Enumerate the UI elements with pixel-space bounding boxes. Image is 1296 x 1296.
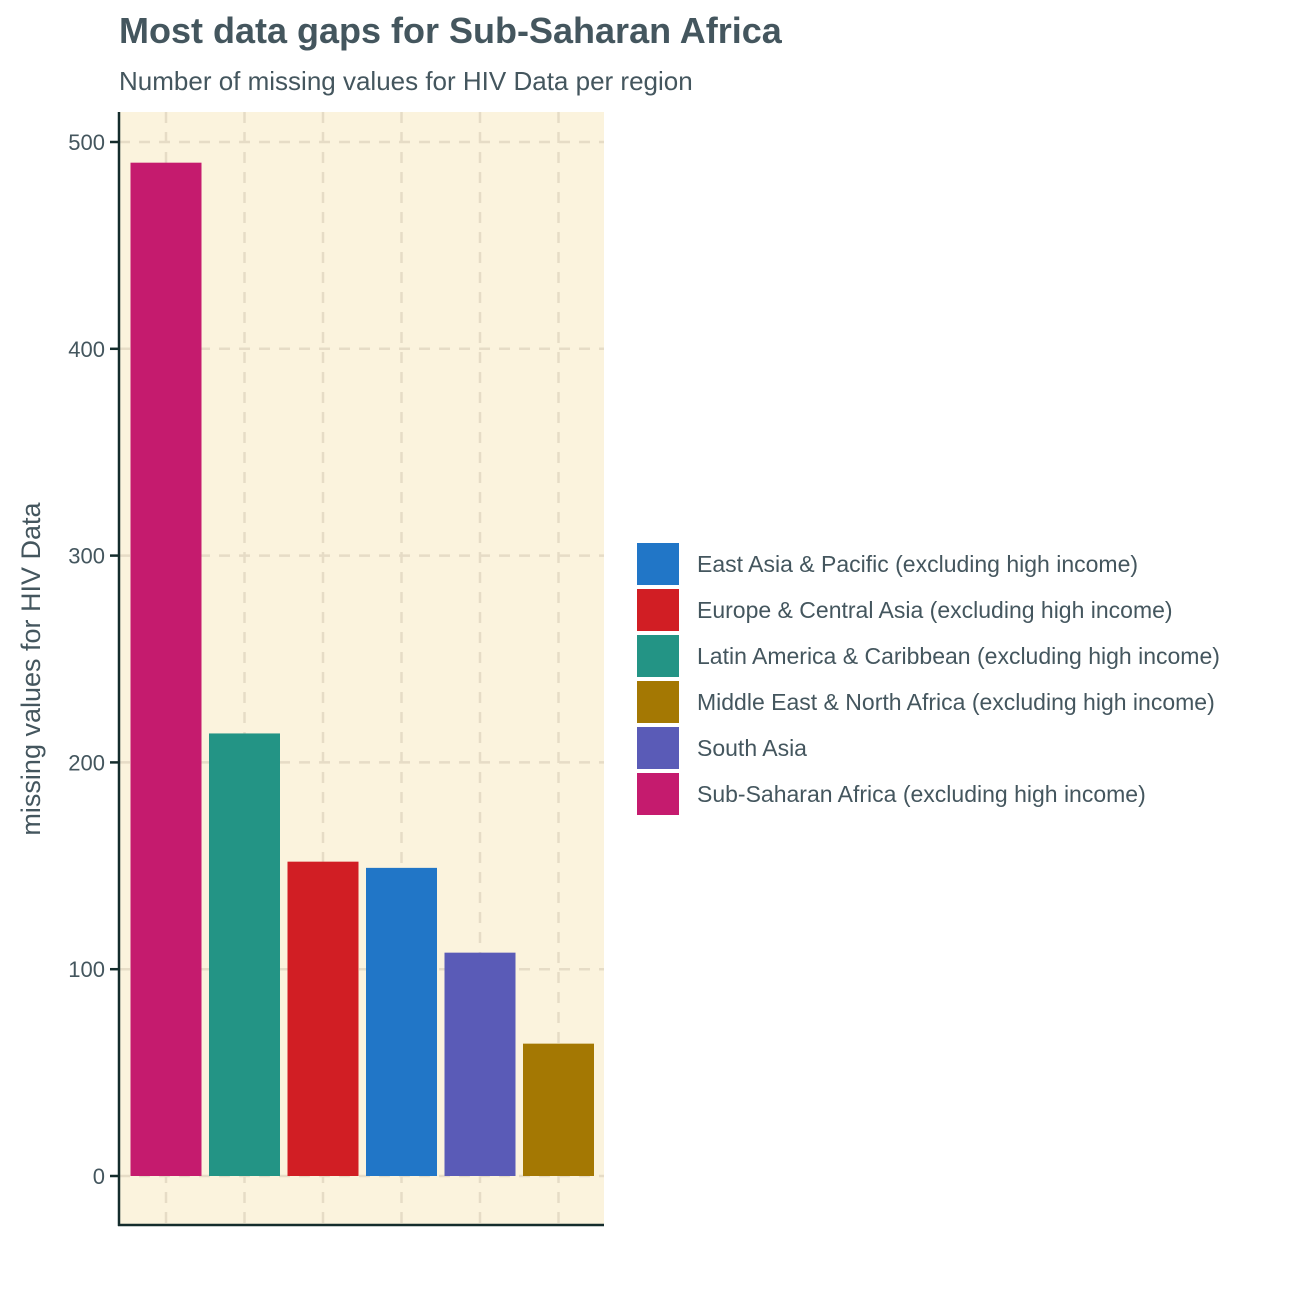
bar [287,861,359,1176]
legend-label: Europe & Central Asia (excluding high in… [697,596,1173,623]
y-axis: 0 100 200 300 400 500 [68,112,604,1227]
legend-item: South Asia [637,725,1220,771]
legend-item: Latin America & Caribbean (excluding hig… [637,633,1220,679]
legend-swatch [637,589,679,631]
legend-swatch [637,681,679,723]
y-tick-label: 100 [68,957,105,982]
y-tick-label: 300 [68,544,105,569]
y-tick-label: 200 [68,750,105,775]
legend-label: South Asia [697,734,807,761]
bar [130,162,202,1176]
legend-swatch [637,773,679,815]
legend-swatch [637,635,679,677]
legend-item: East Asia & Pacific (excluding high inco… [637,541,1220,587]
legend-label: Sub-Saharan Africa (excluding high incom… [697,780,1146,807]
legend-swatch [637,543,679,585]
chart-subtitle: Number of missing values for HIV Data pe… [119,66,693,96]
bar [209,733,280,1176]
legend-item: Middle East & North Africa (excluding hi… [637,679,1220,725]
legend-item: Europe & Central Asia (excluding high in… [637,587,1220,633]
legend-label: East Asia & Pacific (excluding high inco… [697,550,1139,577]
y-axis-label: missing values for HIV Data [16,501,46,835]
legend: East Asia & Pacific (excluding high inco… [637,541,1220,817]
bars [130,162,594,1176]
chart-title: Most data gaps for Sub-Saharan Africa [119,10,782,51]
bar [366,867,437,1176]
legend-item: Sub-Saharan Africa (excluding high incom… [637,771,1220,817]
y-tick-label: 0 [93,1164,105,1189]
legend-label: Latin America & Caribbean (excluding hig… [697,642,1220,669]
y-tick-label: 500 [68,130,105,155]
y-tick-label: 400 [68,337,105,362]
legend-swatch [637,727,679,769]
bar [523,1043,594,1176]
bar [444,952,516,1176]
legend-label: Middle East & North Africa (excluding hi… [697,688,1215,715]
